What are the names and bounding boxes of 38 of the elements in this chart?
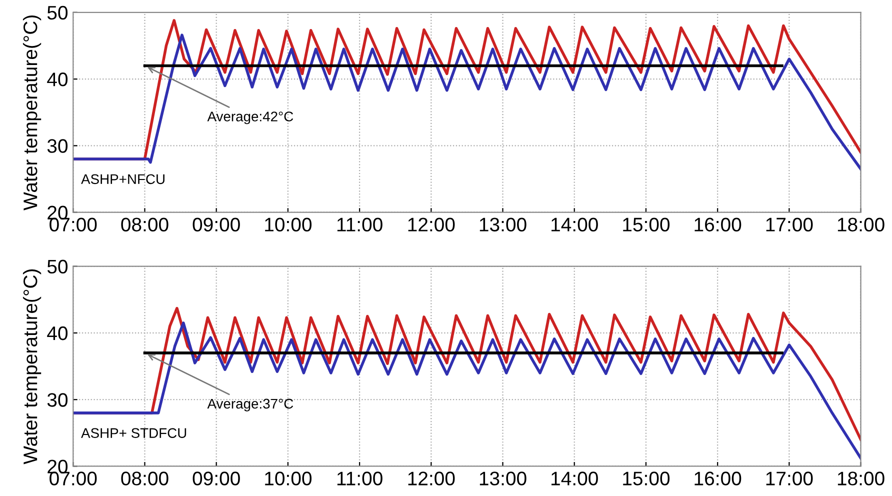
x-tick-label: 08:00 <box>121 472 168 486</box>
x-tick-label: 16:00 <box>694 218 742 232</box>
x-tick-label: 12:00 <box>408 218 455 232</box>
x-tick-label: 09:00 <box>192 218 240 232</box>
line-series <box>73 322 861 460</box>
x-tick-label: 17:00 <box>766 218 813 232</box>
x-tick-label: 11:00 <box>337 472 382 486</box>
x-tick-label: 07:00 <box>50 218 97 232</box>
x-tick-label: 12:00 <box>408 472 455 486</box>
x-tick-label: 18:00 <box>838 218 884 232</box>
x-tick-label: 09:00 <box>192 472 240 486</box>
annotation: ASHP+ STDFCU <box>81 428 186 438</box>
x-tick-label: 08:00 <box>121 218 168 232</box>
x-tick-label: 18:00 <box>838 472 884 486</box>
x-tick-label: 11:00 <box>337 218 382 232</box>
annotation: Average:42°C <box>207 112 294 124</box>
x-tick-label: 13:00 <box>480 218 526 232</box>
y-tick-label: 30 <box>47 393 68 407</box>
y-tick-label: 40 <box>47 72 68 86</box>
x-tick-label: 15:00 <box>623 218 670 232</box>
annotation: Average:37°C <box>207 398 294 412</box>
y-tick-label: 50 <box>47 260 68 274</box>
y-axis-title: Water temperature(°C) <box>22 269 42 464</box>
y-tick-label: 50 <box>47 6 68 20</box>
x-tick-label: 14:00 <box>552 218 598 232</box>
line-series <box>73 34 861 170</box>
y-tick-label: 30 <box>47 139 68 153</box>
x-tick-label: 17:00 <box>766 472 813 486</box>
annotation: ASHP+NFCU <box>81 174 164 184</box>
x-tick-label: 16:00 <box>694 472 742 486</box>
x-tick-label: 13:00 <box>480 472 526 486</box>
y-tick-label: 40 <box>47 326 68 340</box>
x-tick-label: 10:00 <box>265 218 312 232</box>
x-tick-label: 15:00 <box>623 472 670 486</box>
x-tick-label: 10:00 <box>265 472 312 486</box>
x-tick-label: 14:00 <box>552 472 598 486</box>
y-axis-title: Water temperature(°C) <box>22 15 42 210</box>
x-tick-label: 07:00 <box>50 472 97 486</box>
